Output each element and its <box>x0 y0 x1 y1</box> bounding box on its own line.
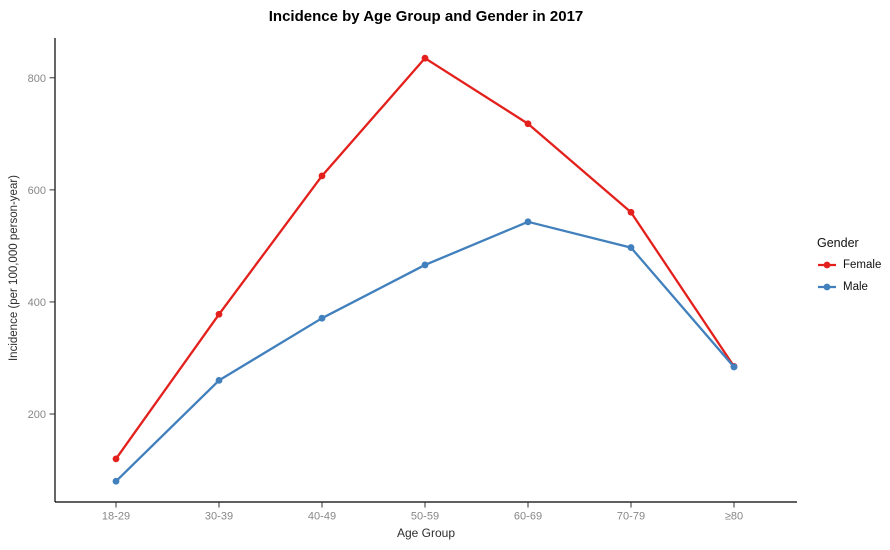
data-point-female-60-69 <box>524 120 532 128</box>
data-point-male-30-39 <box>215 376 223 384</box>
data-point-male-50-59 <box>421 261 429 269</box>
x-tick-label: ≥80 <box>725 511 743 523</box>
data-point-male-≥80 <box>730 363 738 371</box>
legend-title: Gender <box>817 236 859 250</box>
legend-key-male-icon <box>818 283 836 291</box>
legend: Gender Female Male <box>817 236 881 303</box>
legend-key-female-icon <box>818 261 836 269</box>
legend-item-female: Female <box>817 259 881 271</box>
data-point-female-40-49 <box>318 172 326 180</box>
legend-label-female: Female <box>843 259 882 271</box>
data-point-female-50-59 <box>421 54 429 62</box>
x-tick-label: 60-69 <box>514 511 542 523</box>
y-tick-label: 400 <box>28 297 46 309</box>
y-tick-label: 600 <box>28 185 46 197</box>
x-tick-label: 70-79 <box>617 511 645 523</box>
y-axis-title: Incidence (per 100,000 person-year) <box>8 174 20 362</box>
x-tick-label: 40-49 <box>308 511 336 523</box>
x-tick-label: 30-39 <box>205 511 233 523</box>
data-point-male-40-49 <box>318 314 326 322</box>
legend-items: Female Male <box>817 259 881 293</box>
data-point-female-18-29 <box>112 455 120 463</box>
data-point-male-70-79 <box>627 244 635 251</box>
data-point-female-30-39 <box>215 310 223 318</box>
data-point-male-18-29 <box>112 477 120 485</box>
y-tick-label: 800 <box>28 73 46 85</box>
series-line-male <box>114 220 736 483</box>
y-tick-label: 200 <box>28 409 46 421</box>
legend-item-male: Male <box>817 281 881 293</box>
data-point-male-60-69 <box>524 218 532 226</box>
x-axis-title: Age Group <box>396 526 456 540</box>
x-tick-label: 50-59 <box>411 511 439 523</box>
legend-label-male: Male <box>843 281 868 293</box>
data-point-female-70-79 <box>627 208 635 216</box>
chart-title: Incidence by Age Group and Gender in 201… <box>268 8 584 25</box>
x-tick-label: 18-29 <box>102 511 130 523</box>
